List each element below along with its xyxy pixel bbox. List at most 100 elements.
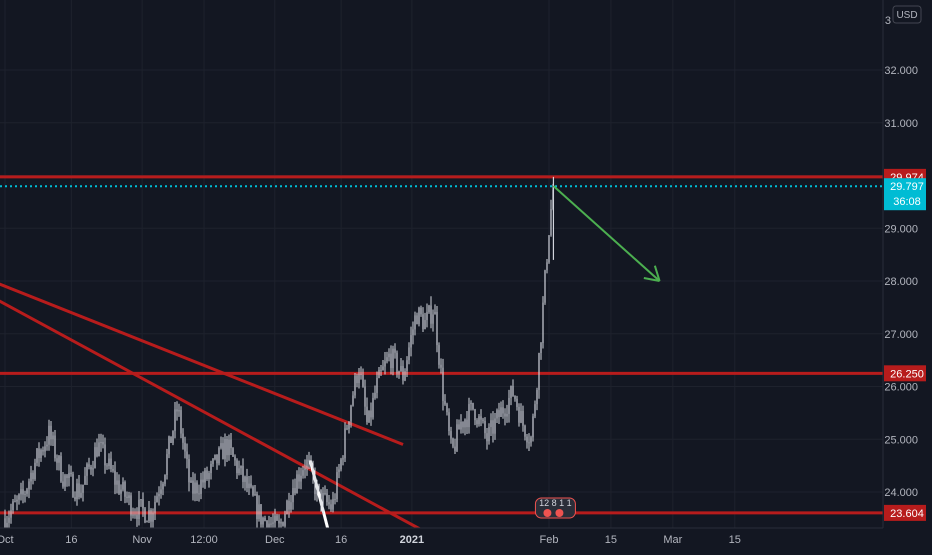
candle-body [180,410,182,434]
candle-body [478,416,480,425]
candle-body [142,499,144,509]
candle-body [202,479,204,483]
candle-body [250,483,252,487]
candle-body [386,357,388,362]
candle-body [414,315,416,330]
candle-body [90,466,92,470]
candle-body [24,493,26,495]
candle-body [138,499,140,520]
candle-body [522,411,524,426]
candle-body [546,262,548,271]
price-tick-label: 29.000 [884,223,918,235]
currency-button[interactable] [892,5,922,24]
candle-body [312,463,314,476]
candle-body [164,474,166,484]
candle-body [266,520,268,533]
candle-body [488,427,490,442]
candle-body [236,460,238,474]
arrow-head[interactable] [643,277,660,282]
candle-body [420,307,422,315]
candle-body [298,474,300,482]
candle-body [16,499,18,502]
candle-body [378,369,380,378]
level-price-tag[interactable] [884,365,926,382]
candle-body [402,366,404,381]
price-tick-label: 32.000 [884,65,918,77]
candle-body [446,404,448,413]
candle-body [124,481,126,497]
candle-body [474,409,476,421]
candle-body [174,409,176,432]
price-tick-label: 24.000 [884,487,918,499]
candle-body [106,465,108,467]
candle-body [126,496,128,498]
candle-body [526,436,528,443]
candle-body [508,397,510,414]
candle-body [36,448,38,463]
candle-body [296,474,298,494]
candle-body [88,464,90,467]
candle-body [548,235,550,263]
candle-body [134,514,136,516]
candle-body [186,451,188,459]
arrow-shaft[interactable] [552,185,661,282]
candle-body [40,449,42,459]
candle-body [388,353,390,358]
candle-body [358,373,360,384]
candle-body [432,314,434,324]
candle-body [352,395,354,406]
candle-body [412,329,414,336]
candle-body [328,502,330,505]
candle-body [176,409,178,412]
candle-body [416,315,418,325]
candle-body [408,347,410,361]
candle-body [406,360,408,371]
candle-body [468,404,470,428]
candle-body [332,499,334,510]
candle-body [128,495,130,498]
time-tick-label: Feb [540,534,559,546]
candle-body [316,484,318,495]
candle-body [248,483,250,489]
candle-body [280,522,282,524]
candle-body [152,512,154,522]
candle-body [8,517,10,523]
event-flag-icon [555,509,564,517]
last-price-tag[interactable] [884,178,926,211]
candle-body [400,366,402,372]
candle-body [166,454,168,475]
candle-body [228,439,230,456]
time-tick-label: Mar [663,534,682,546]
candle-body [486,433,488,442]
candle-body [336,472,338,500]
candle-body [518,406,520,423]
candle-body [246,476,248,489]
grid-lines [0,0,883,528]
price-tick-label: 3 [885,15,891,27]
event-badge[interactable]: 12 8 1 1 [534,497,576,519]
price-tick-label: 28.000 [884,276,918,288]
candle-body [372,397,374,418]
candle-body [334,499,336,501]
level-price-tag[interactable] [884,504,926,521]
candle-body [178,410,180,412]
candle-body [460,421,462,430]
candle-body [114,470,116,485]
candle-body [458,424,460,430]
candle-body [354,375,356,396]
candle-body [410,335,412,348]
arrow-head[interactable] [653,265,661,282]
candle-body [238,468,240,474]
candle-body [482,419,484,421]
candle-body [524,425,526,437]
trendline[interactable] [0,281,404,446]
candle-body [290,502,292,510]
price-axis[interactable]: 24.000 25.000 26.000 27.000 28.000 29.000 31.0… [882,0,932,550]
time-axis[interactable]: Oct 16 Nov 12:00 Dec 16 2021 Feb 15 Mar 15 [0,527,883,550]
candle-body [472,402,474,410]
trendline[interactable] [0,297,431,536]
candle-body [450,431,452,439]
projection-arrow[interactable] [552,185,661,282]
